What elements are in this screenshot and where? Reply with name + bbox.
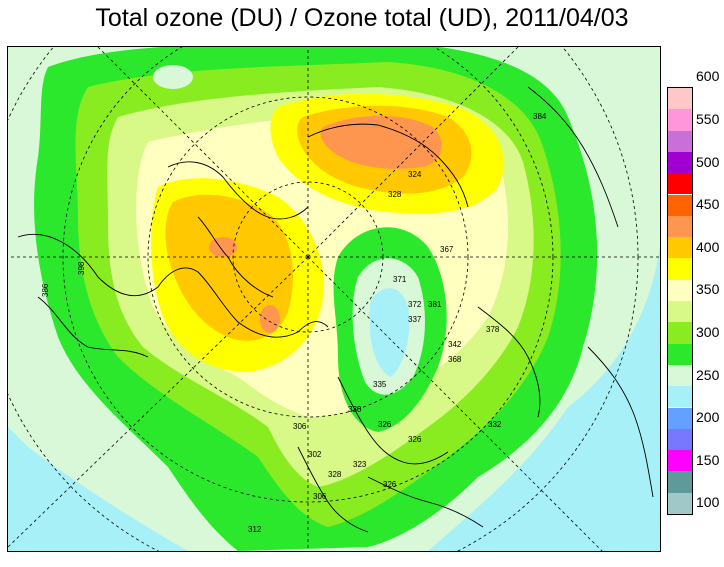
contour-label: 332 [488,420,502,429]
peak-canada-a [209,237,237,257]
contour-label: 337 [408,315,422,324]
legend-swatch [668,322,692,344]
contour-label: 371 [393,275,407,284]
contour-label: 324 [408,170,422,179]
legend-tick-label: 600 [696,68,720,85]
legend-swatch [668,130,692,152]
legend-swatch [668,109,692,131]
legend-swatch [668,279,692,301]
contour-label: 372 [408,300,422,309]
legend-tick-label: 400 [696,238,720,255]
map-title: Total ozone (DU) / Ozone total (UD), 201… [95,4,629,32]
contour-label: 323 [353,460,367,469]
contour-label: 326 [383,480,397,489]
ozone-map: 386 398 306 328 371 367 372 337 378 381 … [7,46,661,552]
legend-swatch [668,237,692,259]
contour-label: 367 [440,245,454,254]
contour-label: 381 [428,300,442,309]
ozone-map-canvas: 386 398 306 328 371 367 372 337 378 381 … [8,47,660,551]
legend-swatch [668,215,692,238]
legend-swatch [668,258,692,280]
contour-label: 306 [293,422,307,431]
legend-tick-label: 450 [696,196,720,213]
color-legend [667,87,693,515]
peak-canada-b [260,305,280,333]
legend-swatch [668,343,692,365]
legend-swatch [668,428,692,451]
peak-siberia [320,115,442,169]
contour-label: 312 [248,525,262,534]
legend-tick-label: 550 [696,110,720,127]
legend-tick-label: 300 [696,323,720,340]
contour-label: 306 [313,492,327,501]
legend-tick-label: 150 [696,451,720,468]
contour-label: 328 [388,190,402,199]
small-low-north [153,65,193,89]
coastlines [17,86,654,533]
legend-swatch [668,471,692,493]
contour-label: 326 [408,435,422,444]
contour-label: 368 [448,355,462,364]
contour-label: 378 [486,325,500,334]
orange-high-canada [165,194,293,341]
legend-swatch [668,88,692,110]
contour-label: 386 [41,283,50,297]
contour-label: 326 [378,420,392,429]
contour-label: 398 [77,261,86,275]
legend-swatch [668,450,692,472]
low-europe-core [369,288,410,377]
legend-swatch [668,492,692,514]
contour-label: 330 [348,405,362,414]
legend-tick-label: 350 [696,281,720,298]
contour-label: 328 [328,470,342,479]
contour-label: 384 [533,112,547,121]
legend-swatch [668,151,692,174]
legend-swatch [668,386,692,408]
legend-tick-label: 500 [696,153,720,170]
contour-labels: 386 398 306 328 371 367 372 337 378 381 … [41,112,547,534]
legend-tick-label: 250 [696,366,720,383]
legend-tick-label: 200 [696,409,720,426]
legend-tick-label: 100 [696,494,720,511]
graticule [8,47,660,551]
legend-swatch [668,301,692,323]
legend-swatch [668,194,692,216]
contour-label: 302 [308,450,322,459]
legend-swatch [668,407,692,429]
contour-label: 335 [373,380,387,389]
legend-swatch [668,364,692,387]
contour-label: 342 [448,340,462,349]
legend-swatch [668,173,692,195]
